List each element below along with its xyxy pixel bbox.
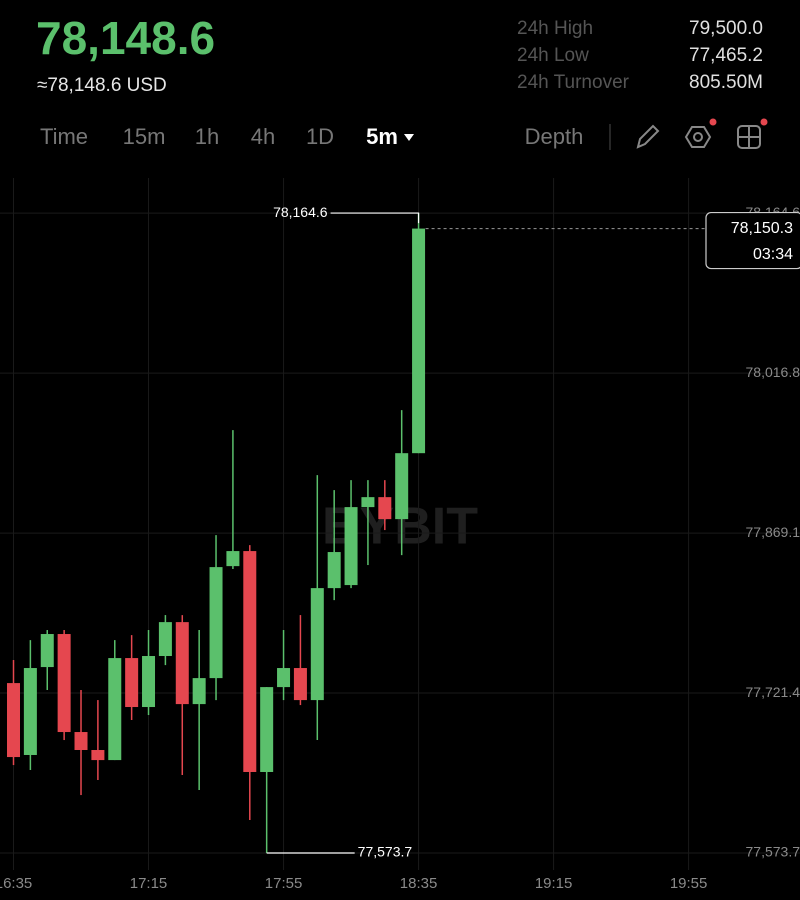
last-price-label: 78,150.3 [731, 220, 793, 237]
candle-body [344, 507, 358, 586]
stat-value: 77,465.2 [689, 45, 763, 66]
x-tick-label: 18:35 [400, 875, 438, 892]
draw-icon[interactable] [636, 124, 660, 149]
tab[interactable]: Time [40, 124, 88, 149]
chart-area: BYBIT77,573.777,721.477,869.178,016.878,… [0, 178, 800, 892]
stat-value: 805.50M [689, 72, 763, 93]
candle-body [310, 588, 324, 701]
stat-label: 24h Turnover [517, 72, 630, 93]
stat-label: 24h High [517, 18, 593, 39]
stat-label: 24h Low [517, 45, 589, 66]
price-usd: ≈78,148.6 USD [37, 75, 167, 96]
candle-body [91, 750, 105, 761]
candle-body [327, 552, 341, 589]
tab[interactable]: Depth [525, 124, 584, 149]
candle-body [260, 687, 274, 772]
x-tick-label: 19:55 [670, 875, 708, 892]
candle-body [57, 634, 71, 733]
candle-body [142, 656, 156, 708]
candle-body [361, 497, 375, 508]
tab[interactable]: 4h [251, 124, 275, 149]
candle-body [243, 551, 257, 772]
candle-body [40, 634, 54, 668]
candle-body [108, 658, 122, 761]
candle-body [293, 668, 307, 701]
notification-dot [709, 118, 717, 126]
tab[interactable]: 15m [123, 124, 166, 149]
candle-body [395, 453, 409, 520]
x-tick-label: 17:15 [130, 875, 168, 892]
tab[interactable]: 1D [306, 124, 334, 149]
y-tick-label: 78,016.8 [746, 364, 800, 380]
high-marker-line [330, 212, 420, 224]
y-tick-label: 77,869.1 [746, 524, 800, 540]
settings-icon[interactable] [684, 126, 712, 148]
notification-dot [760, 118, 768, 126]
y-tick-label: 77,573.7 [746, 844, 800, 860]
candle-body [125, 658, 139, 708]
low-marker-label: 77,573.7 [358, 844, 413, 860]
candle-body [74, 732, 88, 751]
candle-body [226, 551, 240, 567]
candle-body [192, 678, 206, 705]
candle-body [7, 683, 21, 758]
x-tick-label: 16:35 [0, 875, 32, 892]
candle-body [23, 668, 37, 755]
candle-body [412, 228, 426, 454]
candle-body [378, 497, 392, 520]
dropdown-caret[interactable] [404, 134, 414, 141]
candle-body [175, 622, 189, 705]
countdown-label: 03:34 [753, 246, 793, 263]
x-tick-label: 17:55 [265, 875, 303, 892]
high-marker-label: 78,164.6 [273, 204, 328, 220]
y-tick-label: 77,721.4 [746, 684, 800, 700]
layout-icon[interactable] [737, 125, 761, 149]
price: 78,148.6 [36, 12, 215, 64]
candle-body [209, 567, 223, 679]
tab[interactable]: 5m [366, 124, 398, 149]
last-price-box [705, 211, 800, 270]
tab[interactable]: 1h [195, 124, 219, 149]
candle-body [277, 668, 291, 688]
x-tick-label: 19:15 [535, 875, 573, 892]
stat-value: 79,500.0 [689, 18, 763, 39]
tab-bar: Time 15m 1h 4h 1D 5m Depth [40, 124, 583, 149]
candle-body [158, 622, 172, 657]
